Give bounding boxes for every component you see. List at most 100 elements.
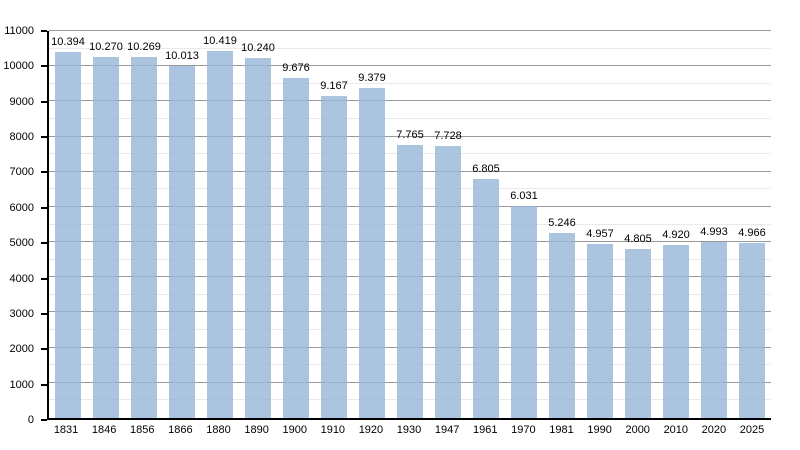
x-axis-label: 1890	[244, 424, 269, 436]
bar-value-label: 5.246	[548, 217, 576, 230]
bar-slot: 5.246	[543, 31, 581, 418]
bar-slot: 10.269	[125, 31, 163, 418]
bar-slot: 4.966	[733, 31, 771, 418]
bar-value-label: 4.993	[700, 226, 728, 239]
bar-2000: 4.805	[624, 233, 652, 418]
bar-1970: 6.031	[510, 190, 538, 418]
bar-1930: 7.765	[396, 129, 424, 418]
x-axis-label: 2000	[625, 424, 650, 436]
bar-2025: 4.966	[738, 227, 766, 418]
y-axis-tick-label: 4000	[9, 272, 34, 285]
y-axis-tick-mark	[41, 383, 47, 386]
y-axis-tick-mark	[41, 348, 47, 351]
bar-value-label: 7.765	[396, 128, 424, 141]
bar-value-label: 4.920	[662, 228, 690, 241]
grid-line-major	[49, 135, 771, 137]
bar-value-label: 9.676	[282, 61, 310, 74]
bar-value-label: 10.240	[241, 41, 275, 54]
y-axis-tick-label: 10000	[3, 60, 34, 73]
bar-value-label: 10.013	[165, 49, 199, 62]
grid-line-minor	[49, 117, 771, 119]
x-axis-label: 1880	[206, 424, 231, 436]
x-axis-label: 1961	[473, 424, 498, 436]
bar-value-label: 9.379	[358, 72, 386, 85]
x-axis-label: 2010	[663, 424, 689, 436]
bar-value-label: 6.805	[472, 162, 500, 175]
x-axis-label: 1981	[549, 424, 574, 436]
y-axis-tick-label: 0	[27, 414, 34, 426]
y-axis-tick-label: 11000	[4, 25, 34, 37]
x-axis-label: 2020	[701, 424, 727, 436]
bar-value-label: 10.419	[203, 35, 237, 48]
y-axis-tick-mark	[41, 30, 47, 32]
plot-area: 10.394 10.270 10.269 10.013 10.419 10.240 9.67…	[47, 30, 771, 420]
y-axis-tick-mark	[41, 100, 47, 103]
grid-line-major	[49, 30, 771, 31]
y-axis-tick-label: 9000	[9, 95, 34, 108]
bar-slot: 7.765	[391, 31, 429, 418]
bar-1947: 7.728	[434, 130, 462, 418]
y-axis-tick-label: 6000	[9, 201, 34, 214]
bar-value-label: 10.269	[127, 40, 161, 53]
bar-2020: 4.993	[700, 226, 728, 418]
y-axis: 0 1000 2000 3000 4000 5000 6000 7000 8000 9000 100…	[0, 25, 47, 426]
x-axis-labels: 1831 1846 1856 1866 1880 1890 1900 1910 1920 1930…	[47, 424, 771, 436]
bar-slot: 10.270	[87, 31, 125, 418]
bar-1846: 10.270	[89, 41, 123, 418]
bar-value-label: 4.805	[624, 232, 652, 245]
bar-value-label: 10.270	[89, 40, 123, 53]
bar-slot: 4.920	[657, 31, 695, 418]
bar-2010: 4.920	[662, 229, 690, 418]
grid-line-minor	[49, 82, 771, 84]
x-axis-label: 1990	[587, 424, 612, 436]
x-axis-label: 1831	[53, 424, 79, 436]
y-axis-tick-mark	[41, 277, 47, 280]
x-axis-label: 1947	[434, 424, 460, 436]
y-axis-tick-label: 7000	[9, 166, 34, 179]
bar-1890: 10.240	[241, 42, 275, 418]
bar-1981: 5.246	[548, 217, 576, 418]
y-axis-tick-label: 5000	[9, 237, 34, 250]
y-axis-tick-mark	[41, 206, 47, 209]
bar-value-label: 7.728	[434, 130, 462, 143]
bar-1920: 9.379	[358, 72, 386, 418]
x-axis-label: 1970	[511, 424, 536, 436]
y-axis-tick-label: 1000	[9, 378, 34, 391]
bar-slot: 4.957	[581, 31, 619, 418]
bar-1961: 6.805	[472, 163, 500, 418]
bar-value-label: 6.031	[510, 189, 538, 202]
y-axis-tick-label: 3000	[9, 307, 34, 320]
x-axis-label: 1920	[358, 424, 384, 436]
bar-1856: 10.269	[127, 41, 161, 418]
bar-value-label: 9.167	[320, 79, 348, 92]
grid-line-minor	[49, 47, 771, 49]
bars-container: 10.394 10.270 10.269 10.013 10.419 10.240 9.67…	[49, 31, 771, 418]
y-axis-tick-label: 8000	[9, 131, 34, 144]
x-axis-label: 2025	[739, 424, 765, 436]
bar-slot: 7.728	[429, 31, 467, 418]
x-axis-label: 1866	[168, 424, 193, 436]
y-axis-tick-mark	[41, 136, 47, 139]
x-axis-label: 1930	[396, 424, 422, 436]
y-axis-tick-label: 2000	[9, 343, 34, 356]
bar-1831: 10.394	[51, 36, 85, 418]
bar-value-label: 4.957	[586, 227, 614, 240]
x-axis-label: 1910	[320, 424, 346, 436]
bar-slot: 10.013	[163, 31, 201, 418]
bar-1900: 9.676	[282, 62, 310, 418]
bar-1990: 4.957	[586, 228, 614, 418]
bar-1866: 10.013	[165, 50, 199, 418]
grid-line-major	[49, 65, 771, 67]
bar-slot: 4.805	[619, 31, 657, 418]
bar-slot: 6.805	[467, 31, 505, 418]
x-axis-label: 1900	[282, 424, 307, 436]
bar-slot: 9.167	[315, 31, 353, 418]
bar-slot: 10.240	[239, 31, 277, 418]
bar-1910: 9.167	[320, 80, 348, 418]
bar-value-label: 10.394	[51, 36, 85, 49]
x-axis-label: 1856	[130, 424, 155, 436]
x-axis-label: 1846	[91, 424, 117, 436]
y-axis-tick-mark	[41, 312, 47, 315]
y-axis-tick-mark	[41, 242, 47, 245]
